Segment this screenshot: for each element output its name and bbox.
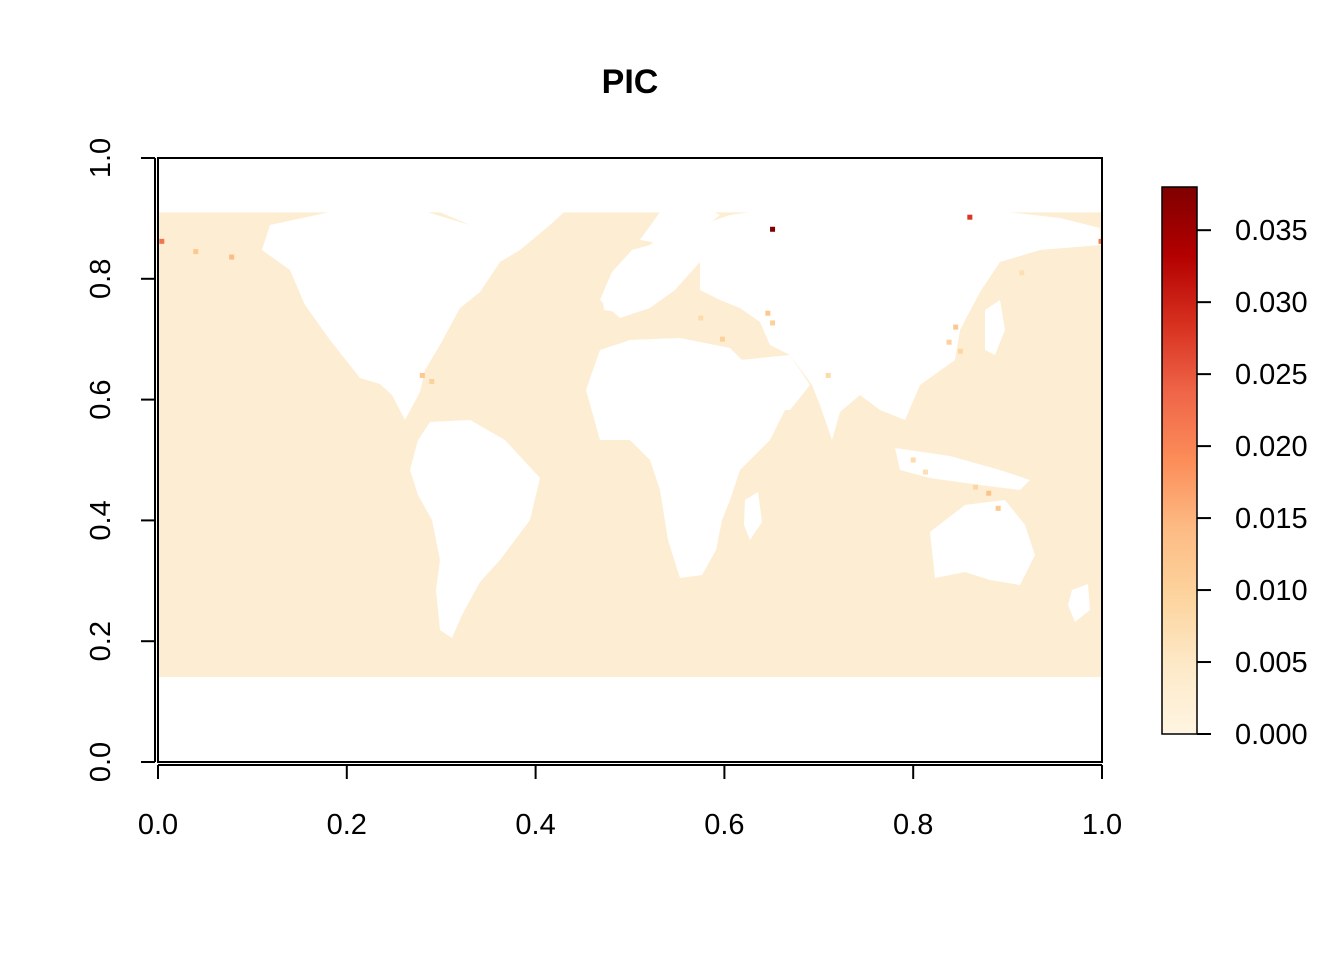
colorbar-tick-label: 0.020 xyxy=(1235,431,1308,463)
hotspot-cell xyxy=(1019,270,1025,276)
y-tick-label: 0.4 xyxy=(85,500,117,540)
hotspot-cell xyxy=(765,310,771,316)
heatmap-area xyxy=(158,192,1102,762)
land-mask xyxy=(158,192,1102,762)
hotspot-cell xyxy=(825,372,831,378)
colorbar-tick-label: 0.030 xyxy=(1235,287,1308,319)
land-asia xyxy=(700,202,1100,440)
x-axis: 0.0 0.2 0.4 0.6 0.8 1.0 xyxy=(138,764,1122,841)
y-tick-label: 0.8 xyxy=(85,259,117,299)
colorbar-tick-label: 0.025 xyxy=(1235,359,1308,391)
land-indonesia xyxy=(895,448,1030,490)
colorbar-ramp xyxy=(1161,186,1198,735)
hotspot-cell xyxy=(953,324,959,330)
hotspot-cell xyxy=(229,254,235,260)
hotspot-cell xyxy=(770,320,776,326)
land-arabia xyxy=(740,355,810,410)
hotspot-cell xyxy=(910,457,916,463)
land-antarctica xyxy=(158,677,1102,762)
y-axis: 0.0 0.2 0.4 0.6 0.8 1.0 xyxy=(85,138,156,782)
land-scandinavia xyxy=(640,205,720,245)
land-new-zealand xyxy=(1068,584,1090,622)
hotspot-cell xyxy=(720,336,726,342)
land-greenland xyxy=(430,192,572,262)
y-tick-label: 0.0 xyxy=(85,742,117,782)
colorbar-legend: 0.000 0.005 0.010 0.015 0.020 0.025 0.030 0.035 xyxy=(1161,186,1308,751)
y-tick-label: 0.2 xyxy=(85,621,117,661)
hotspot-cell xyxy=(1098,238,1102,244)
hotspot-cell xyxy=(159,238,165,244)
x-tick-label: 1.0 xyxy=(1082,809,1122,841)
hotspot-cell xyxy=(770,226,776,232)
land-north-america xyxy=(262,210,500,420)
hotspot-cell xyxy=(698,315,704,321)
hotspot-cell xyxy=(193,249,199,255)
chart-title: PIC xyxy=(602,63,659,101)
y-tick-label: 1.0 xyxy=(85,138,117,178)
land-canadian-arctic xyxy=(330,200,425,225)
plot-frame xyxy=(157,157,1103,763)
land-europe xyxy=(600,225,720,318)
hotspot-cell xyxy=(995,505,1001,511)
hotspot-cell xyxy=(957,348,963,354)
land-uk-ireland xyxy=(602,282,626,312)
x-tick-label: 0.6 xyxy=(704,809,744,841)
hotspot-cell xyxy=(973,484,979,490)
hotspot-cell xyxy=(429,378,435,384)
hotspot-cell xyxy=(946,339,952,345)
x-tick-label: 0.0 xyxy=(138,809,178,841)
hotspot-cell xyxy=(922,469,928,475)
colorbar-tick-label: 0.015 xyxy=(1235,503,1308,535)
x-tick-label: 0.8 xyxy=(893,809,933,841)
land-madagascar xyxy=(744,492,762,540)
x-tick-label: 0.4 xyxy=(515,809,555,841)
land-australia xyxy=(930,500,1035,585)
hotspot-cells xyxy=(159,214,1102,511)
land-south-america xyxy=(410,420,540,638)
colorbar-tick-label: 0.005 xyxy=(1235,647,1308,679)
land-japan xyxy=(985,300,1005,355)
colorbar-tick-label: 0.000 xyxy=(1235,719,1308,751)
colorbar-tick-label: 0.010 xyxy=(1235,575,1308,607)
hotspot-cell xyxy=(967,214,973,220)
land-africa xyxy=(586,338,790,578)
colorbar-tick-label: 0.035 xyxy=(1235,215,1308,247)
hotspot-cell xyxy=(986,490,992,496)
hotspot-cell xyxy=(419,372,425,378)
y-tick-label: 0.6 xyxy=(85,379,117,419)
x-tick-label: 0.2 xyxy=(327,809,367,841)
